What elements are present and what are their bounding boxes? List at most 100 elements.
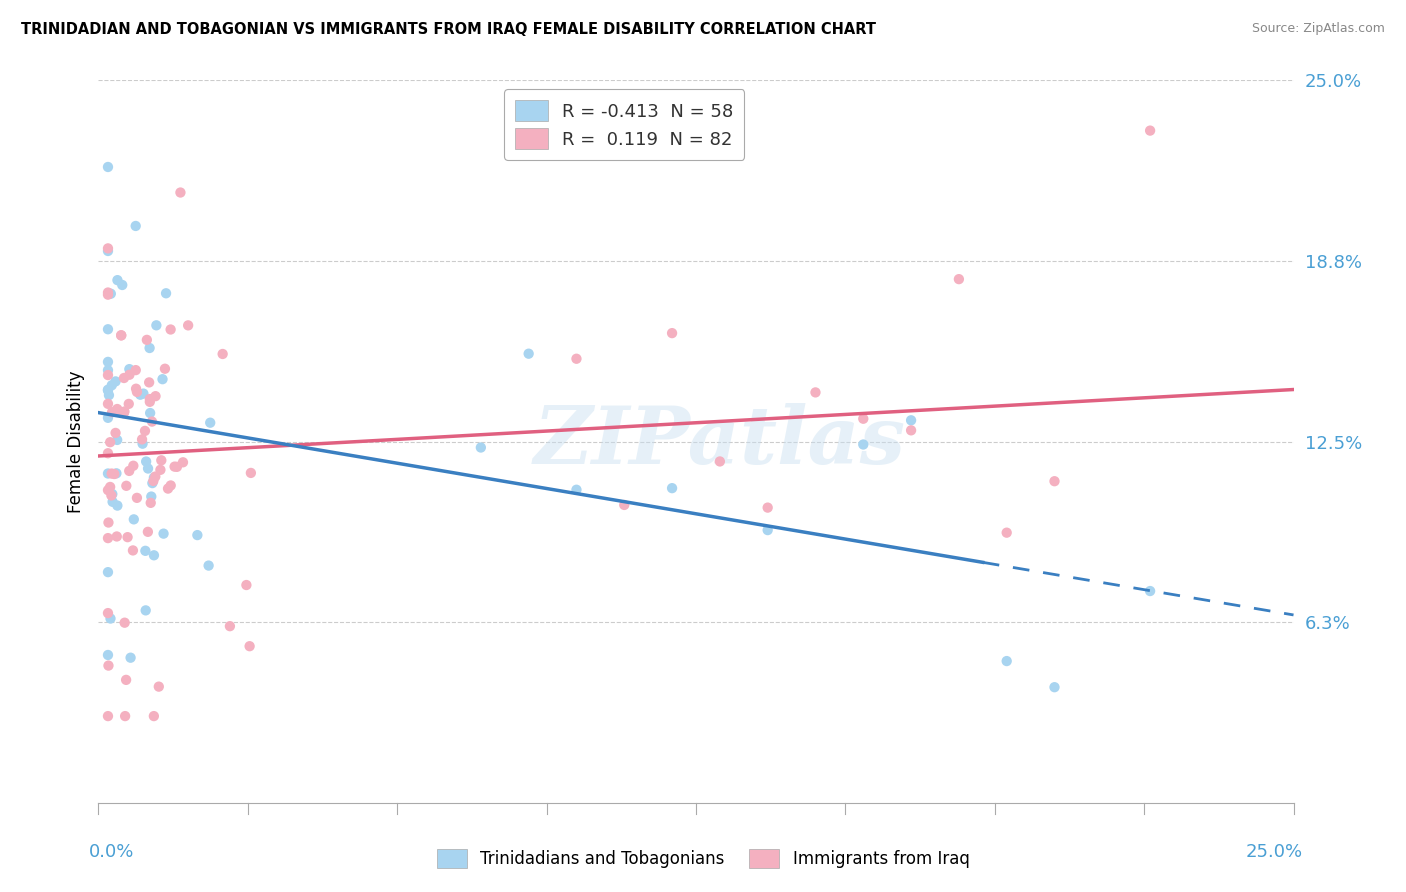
Point bbox=[239, 466, 262, 480]
Point bbox=[142, 709, 165, 723]
Point bbox=[852, 437, 875, 451]
Point bbox=[172, 455, 194, 469]
Legend: R = -0.413  N = 58, R =  0.119  N = 82: R = -0.413 N = 58, R = 0.119 N = 82 bbox=[505, 89, 744, 160]
Point bbox=[142, 549, 165, 563]
Point bbox=[120, 650, 142, 665]
Point bbox=[122, 512, 145, 526]
Point bbox=[1139, 123, 1161, 137]
Point bbox=[107, 273, 129, 287]
Point bbox=[134, 424, 156, 438]
Point bbox=[112, 371, 135, 385]
Point bbox=[470, 441, 492, 455]
Point bbox=[186, 528, 208, 542]
Point bbox=[131, 436, 153, 450]
Point bbox=[125, 491, 148, 505]
Point bbox=[105, 403, 128, 417]
Point bbox=[97, 709, 120, 723]
Point bbox=[136, 461, 159, 475]
Point bbox=[661, 481, 683, 495]
Point bbox=[97, 467, 120, 481]
Point bbox=[101, 405, 124, 419]
Point bbox=[103, 467, 125, 481]
Point bbox=[105, 433, 128, 447]
Point bbox=[900, 423, 922, 437]
Point bbox=[1139, 584, 1161, 599]
Legend: Trinidadians and Tobagonians, Immigrants from Iraq: Trinidadians and Tobagonians, Immigrants… bbox=[430, 842, 976, 875]
Point bbox=[97, 322, 120, 336]
Point bbox=[141, 490, 163, 504]
Point bbox=[804, 385, 827, 400]
Point bbox=[153, 361, 176, 376]
Point bbox=[200, 416, 222, 430]
Point bbox=[114, 615, 136, 630]
Point bbox=[139, 496, 162, 510]
Point bbox=[97, 410, 120, 425]
Point bbox=[110, 328, 132, 343]
Point bbox=[852, 411, 875, 425]
Point bbox=[565, 351, 588, 366]
Point bbox=[97, 241, 120, 255]
Point bbox=[177, 318, 200, 333]
Point bbox=[104, 425, 127, 440]
Point bbox=[110, 328, 132, 343]
Point bbox=[156, 482, 179, 496]
Text: 0.0%: 0.0% bbox=[89, 843, 134, 862]
Point bbox=[1043, 474, 1066, 488]
Point bbox=[219, 619, 242, 633]
Point bbox=[97, 397, 120, 411]
Point bbox=[125, 384, 148, 399]
Point bbox=[105, 402, 128, 417]
Point bbox=[145, 318, 167, 333]
Point bbox=[141, 415, 163, 429]
Point bbox=[97, 446, 120, 460]
Point bbox=[97, 368, 120, 382]
Y-axis label: Female Disability: Female Disability bbox=[66, 370, 84, 513]
Point bbox=[149, 463, 172, 477]
Point bbox=[122, 458, 145, 473]
Point bbox=[150, 453, 173, 467]
Point bbox=[135, 454, 157, 468]
Point bbox=[100, 488, 122, 502]
Point bbox=[166, 459, 188, 474]
Point bbox=[118, 362, 141, 376]
Point bbox=[122, 543, 145, 558]
Point bbox=[97, 516, 120, 530]
Point bbox=[105, 499, 128, 513]
Point bbox=[101, 495, 124, 509]
Point bbox=[105, 529, 128, 543]
Point bbox=[1043, 680, 1066, 694]
Point bbox=[97, 483, 120, 497]
Point bbox=[239, 639, 262, 653]
Point bbox=[756, 500, 779, 515]
Point bbox=[97, 285, 120, 300]
Point bbox=[136, 524, 159, 539]
Point bbox=[139, 392, 162, 406]
Point bbox=[152, 526, 174, 541]
Text: ZIPatlas: ZIPatlas bbox=[534, 403, 905, 480]
Point bbox=[132, 386, 155, 401]
Point bbox=[613, 498, 636, 512]
Point bbox=[141, 476, 163, 491]
Point bbox=[97, 355, 120, 369]
Point bbox=[129, 387, 152, 401]
Point bbox=[900, 413, 922, 427]
Point bbox=[112, 404, 135, 418]
Point bbox=[709, 454, 731, 468]
Text: Source: ZipAtlas.com: Source: ZipAtlas.com bbox=[1251, 22, 1385, 36]
Point bbox=[131, 433, 153, 447]
Point bbox=[142, 470, 165, 484]
Point bbox=[112, 406, 135, 420]
Point bbox=[97, 160, 120, 174]
Point bbox=[756, 523, 779, 537]
Point bbox=[152, 372, 174, 386]
Point bbox=[125, 382, 148, 396]
Point bbox=[211, 347, 233, 361]
Point bbox=[125, 363, 148, 377]
Point bbox=[117, 530, 139, 544]
Point bbox=[995, 654, 1018, 668]
Point bbox=[517, 347, 540, 361]
Point bbox=[159, 322, 181, 336]
Point bbox=[139, 394, 162, 409]
Point bbox=[139, 406, 162, 420]
Point bbox=[134, 544, 156, 558]
